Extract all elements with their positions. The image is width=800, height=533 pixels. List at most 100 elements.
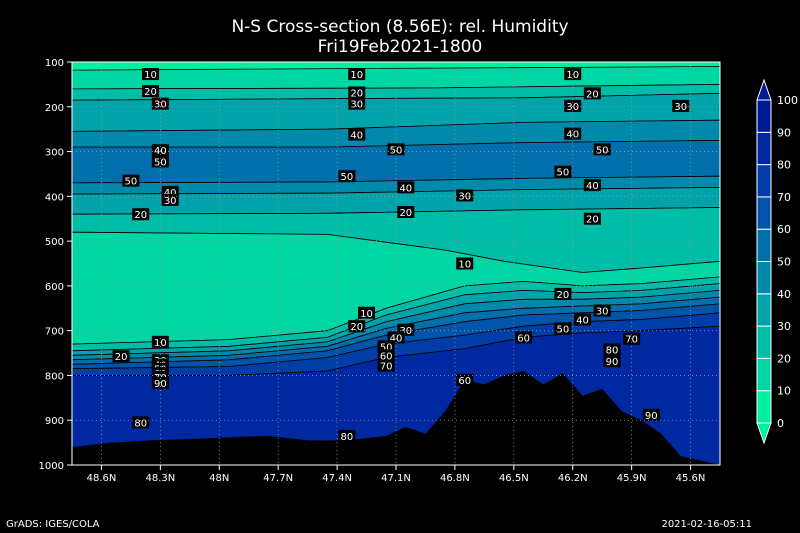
contour-label: 80 [338,429,356,443]
y-tick-label: 100 [45,58,64,69]
contour-label-text: 50 [596,145,609,156]
contour-label-bg [515,331,533,344]
contour-label-text: 90 [606,357,619,368]
colorbar-segment [756,164,772,198]
contour-label: 50 [593,143,611,156]
contour-label-bg [377,349,395,362]
contour-label: 50 [338,170,356,183]
contour-label: 20 [348,86,366,99]
contour-label-bg [112,350,130,363]
contour-label-text: 40 [586,181,599,192]
contour-label-text: 40 [566,130,579,141]
chart-title: N-S Cross-section (8.56E): rel. Humidity [231,17,569,37]
contour-label: 30 [564,99,582,113]
contour-label: 20 [583,87,601,100]
contour-label: 50 [554,165,572,179]
contour-label-text: 40 [350,131,363,142]
contour-label-text: 20 [115,352,128,363]
contour-label-bg [554,165,572,178]
x-tick-label: 47.4N [322,473,352,484]
contour-label-bg [456,189,474,202]
contour-label: 90 [642,408,660,422]
contour-label-text: 30 [164,196,177,207]
contour-label-text: 50 [557,324,570,335]
colorbar-segment [756,357,772,392]
contour-label: 80 [603,343,621,356]
contour-label-text: 50 [557,168,570,179]
contour-label-text: 30 [154,100,167,111]
contour-label: 10 [358,306,376,320]
contour-label: 90 [603,355,621,368]
contour-label: 10 [348,68,366,81]
contour-label: 50 [122,174,140,188]
contour-label-bg [338,429,356,442]
contour-label: 20 [397,206,415,219]
x-tick-label: 47.7N [263,473,293,484]
contour-label-bg [583,87,601,100]
contour-label-bg [574,313,592,326]
contour-label-bg [348,68,366,81]
colorbar-label: 70 [777,191,791,204]
contour-label: 30 [161,193,179,207]
y-tick-label: 1000 [39,461,64,472]
contour-label-text: 40 [164,188,177,199]
colorbar-segment [756,196,772,230]
colorbar-segment [756,293,772,327]
y-tick-label: 700 [45,327,64,338]
contour-label: 40 [583,179,601,192]
contour-label-bg [564,127,582,140]
contour-label-text: 80 [606,345,619,356]
y-tick-label: 300 [45,148,64,159]
contour-label-bg [358,306,376,319]
contour-label: 70 [377,359,395,373]
contour-label-text: 60 [458,376,471,387]
contour-label: 80 [132,416,150,429]
contour-label-bg [554,322,572,335]
colorbar-label: 0 [777,417,784,430]
plot-area: 1010102020203030303040404050505050505040… [71,62,721,466]
x-tick-label: 46.8N [440,473,470,484]
contour-label-bg [593,143,611,156]
contour-label-text: 10 [360,309,373,320]
contour-label-text: 90 [645,411,658,422]
terrain [72,371,720,465]
colorbar-segment [756,325,772,359]
contour-label-text: 50 [125,177,138,188]
colorbar-bottom-arrow [756,422,772,445]
contour-label-text: 80 [341,432,354,443]
contour-label-bg [387,143,405,156]
contour-label-text: 80 [134,418,147,429]
contour-label-bg [397,206,415,219]
contour-label-text: 70 [625,335,638,346]
contour-label-bg [142,68,160,81]
contour-label-bg [151,335,169,348]
colorbar-segment [756,390,772,424]
contour-label-bg [593,304,611,317]
contour-label-bg [603,343,621,356]
footer-timestamp: 2021-02-16-05:11 [661,519,752,530]
contour-label-bg [151,155,169,168]
contour-label: 20 [554,287,572,301]
contour-label-bg [397,181,415,194]
footer-credit: GrADS: IGES/COLA [6,519,100,530]
contour-label-bg [642,408,660,421]
contour-label-text: 10 [350,70,363,81]
colorbar-segment [756,99,772,133]
contour-label-text: 20 [350,322,363,333]
contour-label: 10 [151,335,169,349]
contour-label-bg [377,359,395,372]
contour-label: 60 [515,331,533,344]
contour-label-text: 30 [596,307,609,318]
contour-label-text: 20 [350,88,363,99]
y-tick-label: 600 [45,282,64,293]
contour-label-bg [554,287,572,300]
contour-label-bg [338,170,356,183]
x-tick-label: 48N [209,473,229,484]
contour-label-bg [151,377,169,390]
contour-label-bg [161,193,179,206]
colorbar-segment [756,261,772,295]
plot-frame [71,61,721,466]
contour-label-text: 60 [517,333,530,344]
contour-label: 10 [456,257,474,271]
contour-label-bg [122,174,140,187]
